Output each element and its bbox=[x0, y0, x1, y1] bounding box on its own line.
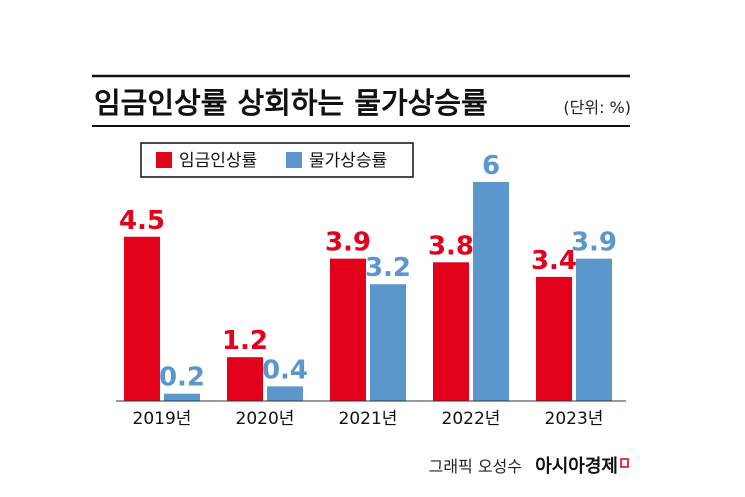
value-label-price-2: 3.2 bbox=[365, 253, 411, 283]
brand-mark-icon bbox=[620, 458, 629, 468]
bar-price-0 bbox=[164, 393, 200, 401]
value-label-price-1: 0.4 bbox=[262, 355, 308, 385]
bars-group bbox=[124, 182, 612, 401]
value-label-wage-0: 4.5 bbox=[119, 206, 165, 236]
legend-swatch-price bbox=[286, 152, 302, 168]
value-label-price-3: 6 bbox=[482, 151, 500, 181]
value-label-wage-2: 3.9 bbox=[325, 228, 371, 258]
bar-wage-1 bbox=[227, 357, 263, 401]
legend-label-price: 물가상승률 bbox=[309, 151, 387, 171]
bar-wage-2 bbox=[330, 258, 366, 401]
value-label-wage-1: 1.2 bbox=[222, 326, 268, 356]
bar-price-3 bbox=[473, 182, 509, 401]
brand-logo-text: 아시아경제 bbox=[535, 456, 618, 477]
chart-title: 임금인상률 상회하는 물가상승률 bbox=[94, 86, 488, 120]
bar-wage-0 bbox=[124, 236, 160, 401]
value-label-price-4: 3.9 bbox=[571, 228, 617, 258]
bar-price-4 bbox=[576, 258, 612, 401]
legend-label-wage: 임금인상률 bbox=[179, 151, 257, 171]
bar-wage-3 bbox=[433, 262, 469, 401]
legend-box bbox=[140, 142, 414, 178]
legend: 임금인상률 물가상승률 bbox=[140, 142, 414, 178]
x-tick-label-3: 2022년 bbox=[442, 409, 501, 429]
x-tick-label-4: 2023년 bbox=[545, 409, 604, 429]
bar-price-2 bbox=[370, 284, 406, 401]
value-label-price-0: 0.2 bbox=[159, 363, 205, 393]
x-tick-labels-group: 2019년 2020년 2021년 2022년 2023년 bbox=[133, 409, 604, 429]
graphic-credit: 그래픽 오성수 bbox=[429, 457, 522, 476]
value-labels-group: 4.50.21.20.43.93.23.863.43.9 bbox=[119, 151, 617, 393]
unit-label: (단위: %) bbox=[563, 98, 631, 117]
bar-price-1 bbox=[267, 386, 303, 401]
x-tick-label-2: 2021년 bbox=[339, 409, 398, 429]
x-tick-label-1: 2020년 bbox=[236, 409, 295, 429]
value-label-wage-3: 3.8 bbox=[428, 231, 474, 261]
legend-swatch-wage bbox=[156, 152, 172, 168]
x-tick-label-0: 2019년 bbox=[133, 409, 192, 429]
bar-wage-4 bbox=[536, 276, 572, 401]
value-label-wage-4: 3.4 bbox=[531, 246, 577, 276]
